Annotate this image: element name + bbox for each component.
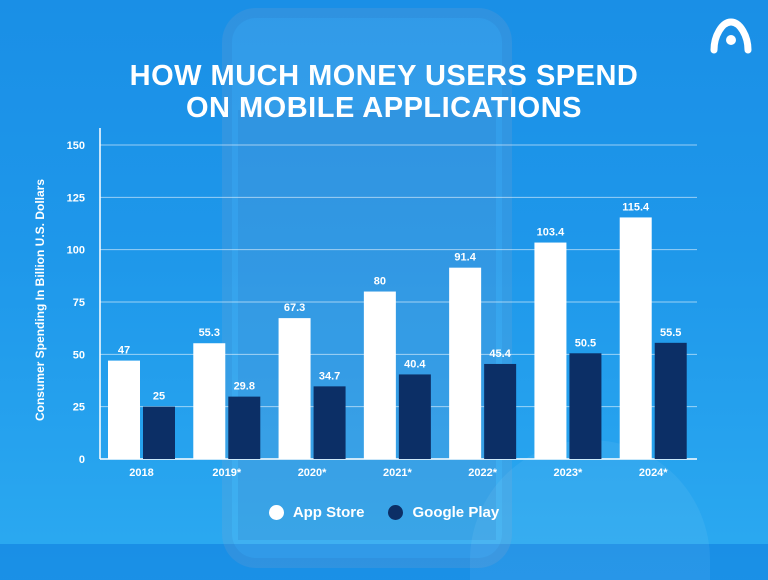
bar-google-play: [398, 374, 431, 459]
data-label: 115.4: [622, 201, 650, 213]
y-tick-label: 125: [67, 192, 85, 204]
legend-item-google-play: Google Play: [388, 504, 499, 521]
data-label: 55.5: [660, 327, 681, 339]
data-label: 40.4: [404, 358, 426, 370]
data-label: 25: [153, 391, 165, 403]
bar-app-store: [193, 343, 226, 459]
data-label: 55.3: [199, 327, 220, 339]
bar-google-play: [484, 363, 517, 459]
bar-app-store: [363, 291, 396, 459]
x-tick-label: 2019*: [212, 467, 241, 479]
bar-google-play: [654, 342, 687, 459]
data-label: 50.5: [575, 337, 596, 349]
chart-title-line-1: HOW MUCH MONEY USERS SPEND: [129, 60, 639, 92]
bar-google-play: [313, 386, 346, 459]
legend-swatch-app-store: [268, 504, 284, 520]
data-label: 47: [118, 345, 130, 357]
data-label: 67.3: [284, 302, 305, 314]
data-label: 91.4: [454, 252, 476, 264]
chart-title-line-2: ON MOBILE APPLICATIONS: [185, 92, 583, 124]
chart-legend: App Store Google Play: [0, 500, 768, 524]
legend-item-app-store: App Store: [268, 503, 365, 521]
legend-label-google-play: Google Play: [412, 503, 500, 521]
bar-app-store: [108, 360, 140, 459]
y-tick-label: 75: [73, 297, 85, 309]
bar-app-store: [619, 217, 652, 459]
x-tick-label: 2022*: [468, 467, 497, 479]
x-tick-label: 2021*: [383, 467, 412, 479]
bar-google-play: [228, 396, 261, 459]
data-label: 103.4: [537, 227, 565, 239]
x-tick-label: 2018: [129, 467, 153, 479]
y-tick-label: 100: [67, 245, 85, 257]
bar-app-store: [278, 318, 311, 459]
data-label: 45.4: [489, 348, 511, 360]
chart-title: HOW MUCH MONEY USERS SPEND ON MOBILE APP…: [0, 60, 768, 124]
data-label: 29.8: [234, 381, 255, 393]
data-label: 34.7: [319, 370, 340, 382]
legend-swatch-google-play: [388, 504, 404, 520]
bar-chart: 0 25 50 75 100 125 150 47 25 2018 55.3 29.8 2019* 67.…: [67, 140, 687, 479]
bar-app-store: [449, 267, 482, 459]
x-tick-label: 2020*: [298, 467, 327, 479]
bar-google-play: [569, 353, 602, 459]
x-tick-label: 2023*: [554, 467, 583, 479]
brand-logo-icon: [710, 18, 752, 54]
bar-google-play: [143, 406, 175, 459]
bar-app-store: [534, 242, 567, 459]
x-tick-label: 2024*: [639, 467, 668, 479]
y-tick-label: 0: [79, 454, 85, 466]
y-tick-label: 50: [73, 349, 85, 361]
y-tick-label: 25: [73, 402, 85, 414]
legend-label-app-store: App Store: [292, 503, 365, 521]
y-tick-label: 150: [67, 140, 85, 152]
data-label: 80: [374, 276, 386, 288]
